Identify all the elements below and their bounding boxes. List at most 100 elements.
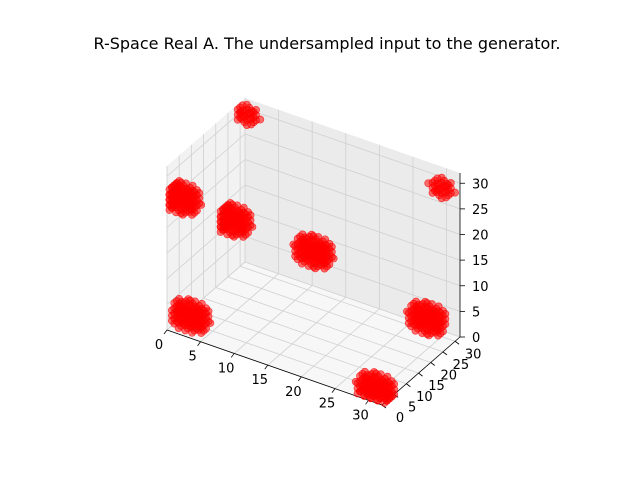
y-tick [454,340,460,345]
data-point [223,209,232,218]
data-point [431,318,440,327]
z-tick-label: 0 [472,331,480,346]
grid-y-floor [227,276,444,353]
grid-z-left [166,107,246,177]
y-tick-label: 30 [465,347,482,362]
x-tick [264,364,269,370]
z-tick-label: 15 [472,254,489,269]
data-point [256,115,265,124]
grid-x-floor [233,285,313,354]
x-tick-label: 10 [218,361,235,376]
z-tick-label: 30 [472,177,489,192]
data-point [411,306,420,315]
data-point [206,319,215,327]
data-point [216,207,225,216]
data-point [353,379,362,388]
data-point [291,242,300,250]
grid-z-back [244,107,461,184]
grid-z-back [244,184,461,261]
data-point [415,321,424,329]
x-tick [298,376,302,382]
z-tick-label: 25 [472,203,489,218]
x-tick-label: 15 [252,373,269,388]
y-tick-label: 0 [396,411,404,426]
data-point [318,251,326,260]
data-point [309,232,318,241]
x-tick-label: 30 [352,408,369,423]
data-point [248,222,257,231]
grid-z-back [244,210,461,287]
y-tick [418,372,423,377]
data-point [435,181,444,189]
data-point [404,309,413,317]
chart-title: R-Space Real A. The undersampled input t… [94,34,561,53]
grid-x-floor [267,296,347,366]
data-point [194,315,203,324]
data-point [178,190,187,199]
data-point [233,105,242,114]
data-point [371,369,380,378]
grid-y-floor [215,287,431,363]
data-point [239,212,248,221]
z-tick-label: 10 [472,280,489,295]
data-point [238,115,246,123]
data-point [221,222,229,231]
x-tick-label: 20 [285,385,302,400]
y-tick [442,351,448,356]
data-point [364,391,373,400]
data-point [442,183,450,192]
data-point [320,244,329,252]
data-point [428,178,437,187]
grid-y-floor [203,297,419,374]
data-point [188,190,196,199]
data-point [360,376,369,385]
y-tick [430,362,435,366]
data-point [186,296,195,305]
data-point [367,378,375,387]
grid-x-floor [301,308,380,378]
data-point [380,388,389,397]
x-tick-label: 0 [155,338,163,353]
data-point [329,254,338,263]
data-point [311,243,320,252]
data-point [451,188,460,197]
chart-grid [166,98,461,406]
data-point [178,318,187,327]
grid-x-floor [200,273,279,343]
z-tick-label: 5 [472,305,480,320]
data-point [418,308,427,317]
pane-left [167,98,245,330]
data-point [177,178,185,187]
y-tick-label: 20 [440,369,457,384]
data-point [169,200,178,209]
data-point [167,306,176,315]
grid-z-left [166,236,246,305]
grid-x-floor [334,320,414,389]
chart-panes [167,98,460,405]
data-point [188,308,196,317]
x-axis-line [166,329,383,406]
data-point [425,311,433,319]
grid-z-left [166,184,246,254]
z-tick-label: 20 [472,229,489,244]
x-tick [230,353,235,358]
data-point [434,311,442,320]
data-point [165,185,174,194]
x-tick [163,329,168,335]
data-point [298,239,306,248]
data-point [181,306,190,314]
grid-z-back [244,159,461,235]
data-point [172,187,181,196]
data-point [236,219,245,228]
y-tick-label: 15 [428,379,445,394]
x-tick-label: 25 [319,397,336,412]
y-tick-label: 10 [416,390,433,405]
data-point [174,303,183,312]
data-point [197,308,206,317]
data-point [228,200,237,209]
y-tick-label: 5 [408,400,416,415]
y-tick-label: 25 [453,358,470,373]
data-point [242,100,251,109]
